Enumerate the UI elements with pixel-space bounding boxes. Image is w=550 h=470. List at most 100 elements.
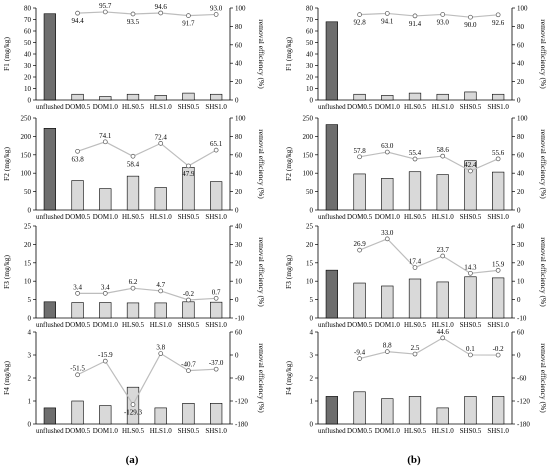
- efficiency-label: -0.2: [493, 345, 505, 353]
- y-tick-label: 100: [21, 170, 32, 178]
- y2-tick-label: 60: [517, 329, 525, 337]
- x-tick-label: SHS0.5: [178, 321, 200, 329]
- y2-tick-label: 100: [235, 115, 246, 123]
- efficiency-marker: [384, 236, 390, 242]
- y-tick-label: 10: [24, 278, 32, 286]
- x-tick-label: unflushed: [36, 103, 64, 111]
- bar: [99, 302, 112, 319]
- y-tick-label: 0: [310, 207, 314, 215]
- bar: [71, 93, 84, 101]
- y2-tick-label: 20: [517, 78, 525, 86]
- bar: [154, 302, 167, 319]
- x-tick-label: SHS1.0: [205, 321, 227, 329]
- y-tick-label: 0: [310, 421, 314, 429]
- y-tick-label: 30: [24, 62, 32, 70]
- bar: [436, 407, 449, 425]
- efficiency-label: 26.9: [353, 240, 366, 248]
- y2-tick-label: 80: [235, 133, 243, 141]
- chart-panel: 0 1 2 3 4 -180 -120 -60 0 60 F4 (mg/kg) removal eff…: [2, 329, 266, 436]
- efficiency-label: 8.8: [383, 342, 392, 350]
- y2-tick-label: 40: [235, 170, 243, 178]
- bar: [325, 21, 338, 101]
- bar: [381, 178, 394, 211]
- y2-axis-title: removal efficiency (%): [539, 129, 548, 199]
- efficiency-label: 42.4: [464, 161, 477, 169]
- y2-tick-label: 20: [235, 188, 243, 196]
- y2-tick-label: 40: [517, 60, 525, 68]
- y2-axis-title: removal efficiency (%): [257, 343, 266, 413]
- y2-tick-label: 0: [235, 97, 239, 105]
- efficiency-marker: [130, 402, 136, 407]
- y2-tick-label: 0: [235, 296, 239, 304]
- bar: [436, 174, 449, 211]
- x-tick-label: DOM1.0: [375, 213, 401, 221]
- y-axis-title: F4 (mg/kg): [2, 361, 11, 395]
- y-tick-label: 50: [24, 39, 32, 47]
- x-tick-label: SHS1.0: [487, 103, 509, 111]
- efficiency-line: [359, 238, 499, 274]
- efficiency-marker: [495, 156, 501, 162]
- efficiency-marker: [186, 163, 191, 169]
- y2-tick-label: -180: [517, 421, 530, 429]
- efficiency-marker: [440, 12, 446, 17]
- x-tick-label: HLS0.5: [122, 321, 144, 329]
- y2-tick-label: 60: [235, 151, 243, 159]
- efficiency-label: 58.4: [127, 160, 140, 168]
- bar: [71, 302, 84, 319]
- y-tick-label: 3: [310, 352, 314, 360]
- panel-label-a: (a): [126, 454, 139, 466]
- efficiency-label: 74.1: [99, 132, 112, 140]
- efficiency-label: 3.4: [73, 283, 82, 291]
- efficiency-label: 3.4: [101, 283, 110, 291]
- efficiency-label: 58.6: [437, 146, 450, 154]
- x-tick-label: HLS1.0: [150, 321, 172, 329]
- efficiency-marker: [357, 247, 362, 253]
- efficiency-line: [359, 12, 499, 18]
- efficiency-label: 65.1: [210, 140, 223, 148]
- efficiency-line: [77, 11, 217, 17]
- x-tick-label: DOM0.5: [65, 213, 91, 221]
- x-tick-label: DOM1.0: [93, 427, 119, 435]
- efficiency-marker: [384, 11, 390, 16]
- bar: [464, 91, 477, 101]
- efficiency-marker: [468, 270, 473, 276]
- efficiency-marker: [213, 295, 219, 301]
- efficiency-marker: [158, 10, 164, 16]
- y2-axis-title: removal efficiency (%): [257, 19, 266, 89]
- y2-tick-label: 100: [517, 115, 528, 123]
- efficiency-marker: [186, 297, 191, 303]
- y-tick-label: 25: [306, 223, 314, 231]
- efficiency-label: 55.4: [409, 149, 422, 157]
- bar: [325, 269, 338, 319]
- bar: [353, 282, 366, 319]
- bar: [325, 396, 338, 425]
- efficiency-marker: [412, 13, 418, 19]
- efficiency-label: 14.3: [464, 263, 477, 271]
- y2-tick-label: -10: [235, 315, 245, 323]
- x-tick-label: DOM0.5: [347, 321, 373, 329]
- efficiency-marker: [158, 288, 164, 294]
- bar: [492, 396, 505, 425]
- y-tick-label: 0: [28, 421, 32, 429]
- x-tick-label: HLS0.5: [404, 213, 426, 221]
- efficiency-marker: [102, 358, 108, 364]
- efficiency-label: 72.4: [155, 133, 168, 141]
- bar: [492, 93, 505, 101]
- y-tick-label: 5: [310, 296, 314, 304]
- y-tick-label: 10: [24, 85, 32, 93]
- efficiency-label: 93.0: [210, 4, 223, 12]
- efficiency-marker: [213, 147, 219, 153]
- chart-panel: 0 5 10 15 20 25 -10 0 10 20 30 40 F3 (mg/kg) removal …: [2, 223, 266, 330]
- chart-panel: 0 1 2 3 4 -180 -120 -60 0 60 F4 (mg/kg) removal eff…: [284, 328, 548, 435]
- y2-tick-label: 10: [235, 278, 243, 286]
- bar: [464, 160, 477, 211]
- y2-tick-label: 40: [235, 60, 243, 68]
- bar: [408, 171, 422, 211]
- y-tick-label: 5: [28, 296, 32, 304]
- efficiency-marker: [102, 139, 108, 145]
- y-tick-label: 1: [28, 398, 32, 406]
- efficiency-label: 63.0: [381, 142, 394, 150]
- x-tick-label: unflushed: [36, 427, 64, 435]
- x-tick-label: unflushed: [318, 321, 346, 329]
- efficiency-label: 4.7: [156, 281, 165, 289]
